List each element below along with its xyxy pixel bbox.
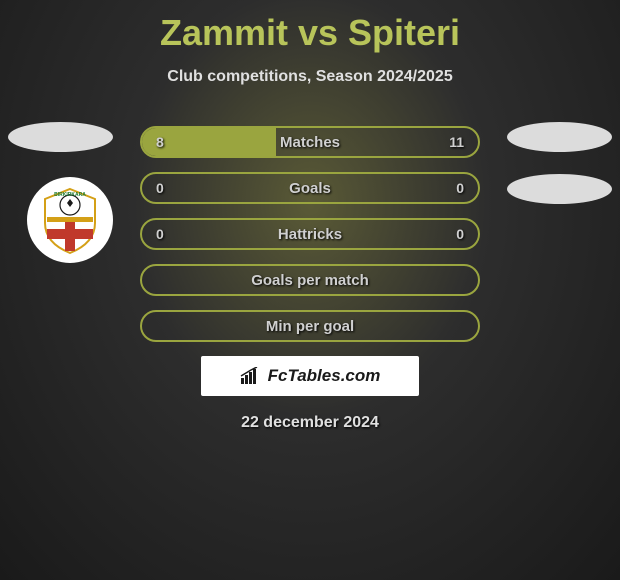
stat-label: Min per goal bbox=[266, 318, 354, 335]
club-badge: BIRKIRKARA bbox=[27, 177, 113, 263]
page-title: Zammit vs Spiteri bbox=[0, 0, 620, 54]
stat-value-left: 0 bbox=[156, 226, 164, 242]
svg-text:BIRKIRKARA: BIRKIRKARA bbox=[54, 192, 86, 198]
stat-value-right: 11 bbox=[449, 134, 464, 150]
stats-container: 8 Matches 11 0 Goals 0 0 Hattricks 0 Goals per ma… bbox=[140, 126, 480, 342]
stat-value-right: 0 bbox=[456, 180, 464, 196]
club-badge-icon: BIRKIRKARA bbox=[35, 185, 105, 255]
subtitle: Club competitions, Season 2024/2025 bbox=[0, 68, 620, 86]
chart-icon bbox=[240, 367, 262, 385]
date-label: 22 december 2024 bbox=[0, 414, 620, 432]
brand-text: FcTables.com bbox=[268, 366, 381, 386]
stat-label: Matches bbox=[280, 134, 340, 151]
brand-box[interactable]: FcTables.com bbox=[201, 356, 419, 396]
stat-row: 0 Hattricks 0 bbox=[140, 218, 480, 250]
player-avatar-placeholder bbox=[507, 174, 612, 204]
stat-label: Hattricks bbox=[278, 226, 342, 243]
stat-row: Goals per match bbox=[140, 264, 480, 296]
stat-label: Goals per match bbox=[251, 272, 369, 289]
stat-row: 8 Matches 11 bbox=[140, 126, 480, 158]
stat-label: Goals bbox=[289, 180, 331, 197]
right-avatars bbox=[507, 122, 612, 226]
stat-row: 0 Goals 0 bbox=[140, 172, 480, 204]
brand-label: FcTables.com bbox=[240, 366, 381, 386]
stat-value-left: 0 bbox=[156, 180, 164, 196]
player-avatar-placeholder bbox=[8, 122, 113, 152]
player-avatar-placeholder bbox=[507, 122, 612, 152]
left-avatars bbox=[8, 122, 113, 174]
stat-row: Min per goal bbox=[140, 310, 480, 342]
stat-value-left: 8 bbox=[156, 134, 164, 150]
stat-value-right: 0 bbox=[456, 226, 464, 242]
